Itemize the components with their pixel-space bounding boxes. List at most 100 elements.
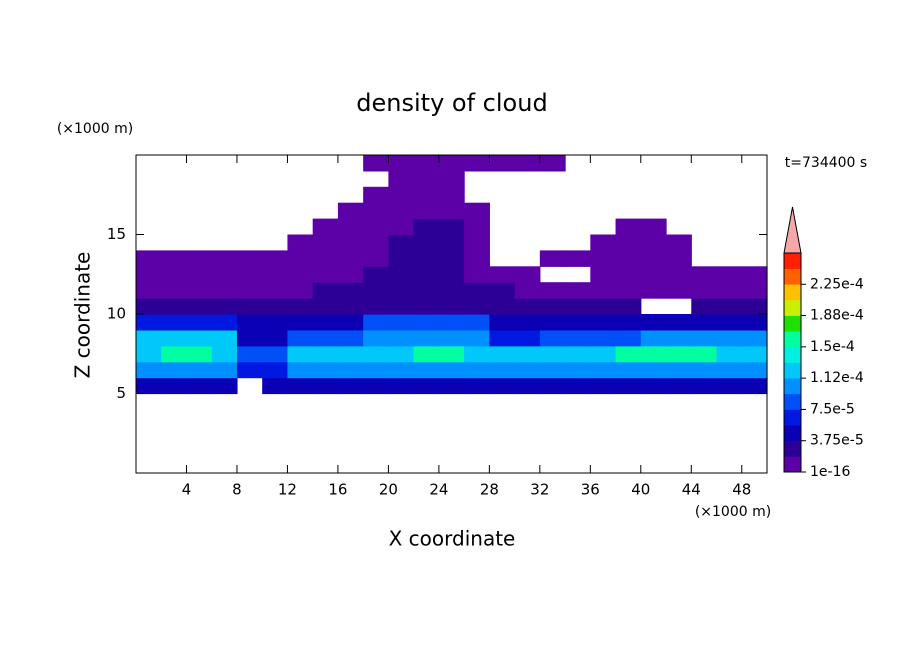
contour-cell — [666, 282, 692, 299]
colorbar-tick-label: 3.75e-5 — [810, 433, 864, 449]
contour-cell — [287, 266, 314, 283]
contour-cell — [666, 345, 692, 363]
contour-cell — [388, 234, 415, 251]
contour-cell — [413, 282, 440, 299]
contour-cell — [312, 218, 339, 236]
contour-cell — [136, 266, 162, 283]
contour-cell — [388, 377, 415, 395]
contour-cell — [161, 250, 188, 267]
colorbar-band — [784, 331, 801, 348]
contour-cell — [489, 361, 516, 379]
contour-cell — [464, 218, 490, 236]
contour-cell — [539, 377, 566, 395]
contour-cell — [590, 266, 617, 283]
contour-cell — [312, 298, 339, 315]
contour-cell — [640, 377, 667, 395]
contour-cell — [312, 234, 339, 251]
contour-cell — [691, 361, 718, 379]
contour-cell — [691, 329, 718, 347]
contour-cell — [136, 377, 162, 395]
contour-cell — [464, 361, 490, 379]
contour-cell — [615, 314, 642, 331]
contour-cell — [337, 282, 364, 299]
contour-cell — [741, 377, 768, 395]
colorbar-extend — [783, 206, 802, 254]
contour-cell — [464, 345, 490, 363]
contour-cell — [337, 314, 364, 331]
contour-cell — [438, 218, 465, 236]
contour-cell — [363, 329, 389, 347]
contour-cell — [539, 329, 566, 347]
contour-cell — [413, 234, 440, 251]
contour-cell — [615, 298, 642, 315]
contour-cell — [615, 250, 642, 267]
contour-cell — [136, 361, 162, 379]
contour-cell — [438, 377, 465, 395]
contour-cell — [363, 155, 389, 172]
contour-cell — [666, 266, 692, 283]
contour-cell — [388, 314, 415, 331]
contour-cell — [413, 250, 440, 267]
contour-cell — [640, 234, 667, 251]
contour-cell — [388, 186, 415, 204]
contour-cell — [741, 298, 768, 315]
contour-cell — [438, 170, 465, 188]
contour-cell — [186, 345, 213, 363]
contour-cell — [565, 282, 591, 299]
contour-cell — [413, 298, 440, 315]
contour-cell — [388, 202, 415, 220]
contour-cell — [489, 266, 516, 283]
contour-cell — [539, 155, 566, 172]
contour-cell — [464, 314, 490, 331]
contour-cell — [514, 329, 541, 347]
contour-cell — [565, 329, 591, 347]
contour-cell — [161, 298, 188, 315]
x-tick-label: 32 — [530, 481, 549, 499]
contour-cell — [161, 361, 188, 379]
contour-cell — [514, 155, 541, 172]
contour-cell — [337, 377, 364, 395]
contour-cell — [464, 155, 490, 172]
contour-cell — [691, 345, 718, 363]
contour-cell — [716, 314, 743, 331]
contour-cell — [691, 266, 718, 283]
contour-cell — [211, 314, 238, 331]
contour-cell — [262, 298, 289, 315]
colorbar-band — [784, 315, 801, 332]
contour-cell — [666, 377, 692, 395]
x-tick-label: 40 — [631, 481, 650, 499]
x-unit: (×1000 m) — [695, 504, 771, 520]
contour-cell — [337, 218, 364, 236]
contour-cell — [464, 377, 490, 395]
contour-cell — [262, 377, 289, 395]
contour-cell — [262, 266, 289, 283]
x-tick-label: 48 — [732, 481, 751, 499]
contour-cell — [388, 329, 415, 347]
colorbar-tick-label: 1.5e-4 — [810, 339, 855, 355]
contour-cell — [363, 202, 389, 220]
contour-cell — [186, 298, 213, 315]
colorbar-band — [784, 346, 801, 363]
contour-cell — [539, 298, 566, 315]
contour-cell — [565, 298, 591, 315]
contour-cell — [388, 170, 415, 188]
contour-cell — [312, 282, 339, 299]
contour-cell — [489, 298, 516, 315]
contour-cell — [640, 266, 667, 283]
contour-cell — [489, 329, 516, 347]
contour-cell — [716, 298, 743, 315]
contour-cell — [287, 345, 314, 363]
contour-cell — [565, 377, 591, 395]
contour-cell — [236, 250, 263, 267]
contour-cell — [413, 170, 440, 188]
contour-cell — [691, 282, 718, 299]
contour-cell — [262, 345, 289, 363]
contour-cell — [590, 298, 617, 315]
contour-cell — [438, 314, 465, 331]
contour-cell — [211, 329, 238, 347]
contour-cell — [262, 361, 289, 379]
contour-cell — [691, 314, 718, 331]
contour-cell — [337, 250, 364, 267]
contour-cell — [287, 298, 314, 315]
contour-cell — [438, 361, 465, 379]
